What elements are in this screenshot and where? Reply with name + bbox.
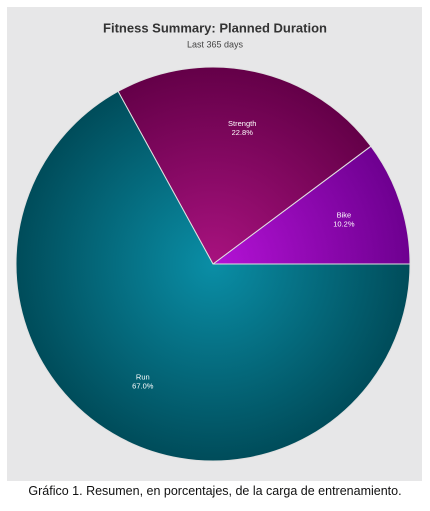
pie-slice bbox=[211, 145, 411, 265]
slice-value-label: 10.2% bbox=[333, 220, 355, 229]
slice-value-label: 22.8% bbox=[232, 128, 254, 137]
pie-slice bbox=[117, 66, 372, 265]
pie-slice bbox=[15, 90, 411, 462]
caption: Gráfico 1. Resumen, en porcentajes, de l… bbox=[28, 484, 402, 498]
slice-value-label: 67.0% bbox=[132, 382, 154, 391]
chart: Fitness Summary: Planned Duration Last 3… bbox=[7, 7, 422, 481]
slice-label: Run bbox=[136, 373, 150, 382]
chart-subtitle: Last 365 days bbox=[187, 39, 244, 49]
slice-label: Strength bbox=[228, 119, 256, 128]
slice-label: Bike bbox=[337, 211, 352, 220]
chart-title: Fitness Summary: Planned Duration bbox=[103, 20, 327, 35]
